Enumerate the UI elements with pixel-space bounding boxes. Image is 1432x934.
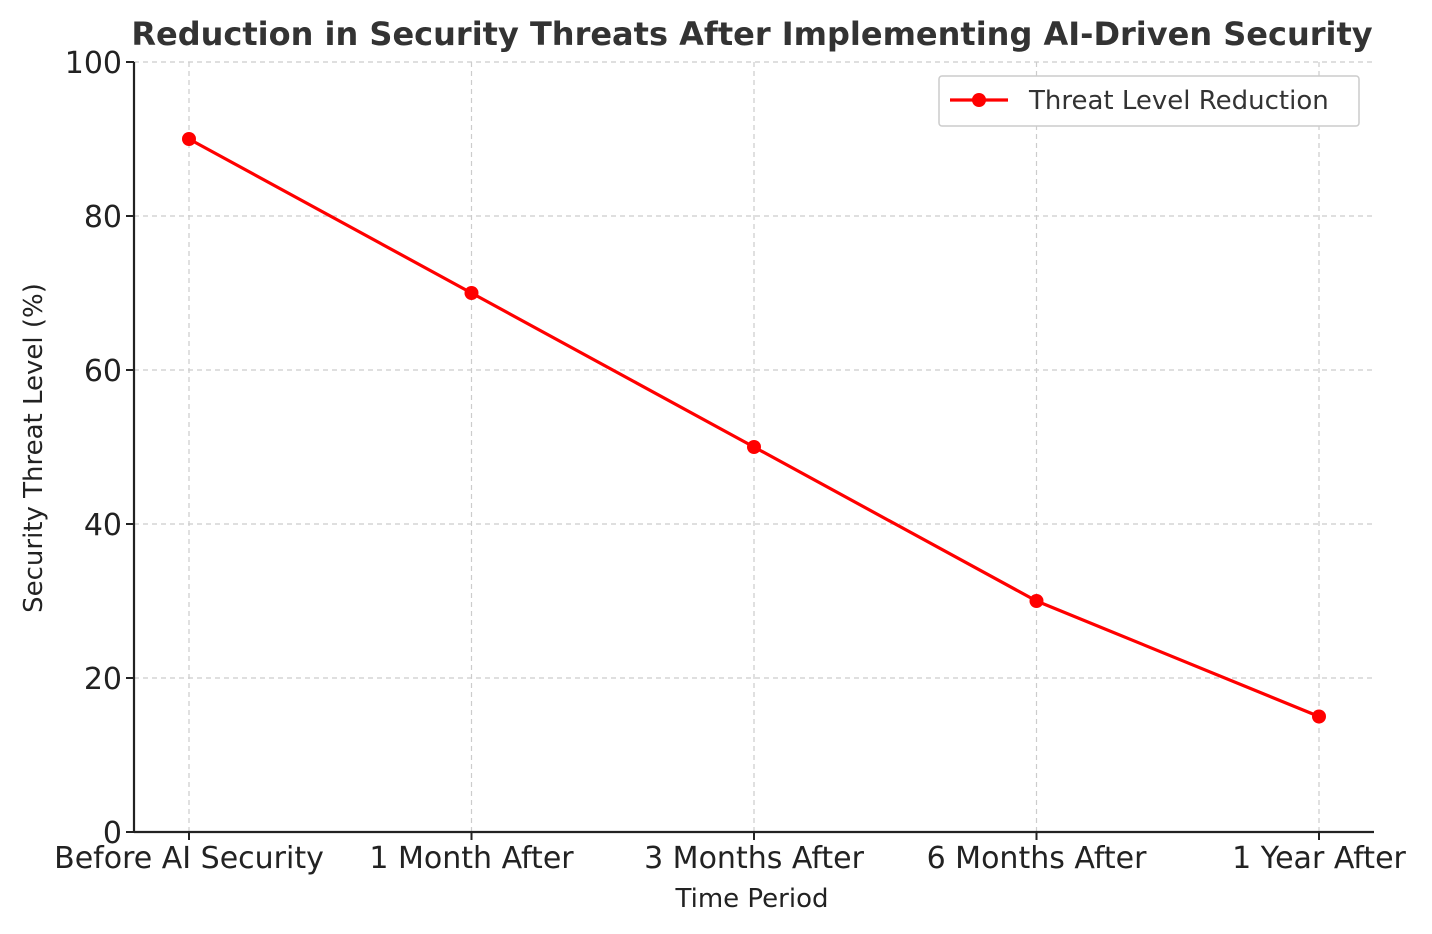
gridlines bbox=[134, 61, 1374, 833]
x-tick-label: 3 Months After bbox=[644, 841, 865, 876]
y-tick-label: 20 bbox=[84, 662, 122, 697]
data-point bbox=[1312, 709, 1326, 724]
y-tick-label: 60 bbox=[84, 354, 122, 389]
legend: Threat Level Reduction bbox=[938, 75, 1360, 127]
series bbox=[182, 132, 1326, 724]
y-tick-label: 80 bbox=[84, 200, 122, 235]
chart-title: Reduction in Security Threats After Impl… bbox=[131, 15, 1372, 53]
x-axis-label: Time Period bbox=[675, 884, 829, 914]
x-tick-label: Before AI Security bbox=[54, 841, 324, 876]
data-point bbox=[1029, 594, 1044, 608]
x-tick-label: 6 Months After bbox=[927, 841, 1148, 876]
legend-marker-swatch bbox=[972, 93, 986, 107]
x-tick-label: 1 Year After bbox=[1232, 841, 1406, 876]
y-tick-label: 0 bbox=[103, 816, 122, 851]
data-point bbox=[747, 440, 761, 454]
legend-label: Threat Level Reduction bbox=[1028, 86, 1329, 116]
y-tick-label: 40 bbox=[84, 508, 122, 543]
y-tick-label: 100 bbox=[65, 46, 122, 81]
legend-box bbox=[938, 75, 1360, 127]
x-tick-label: 1 Month After bbox=[369, 841, 574, 876]
data-point bbox=[182, 132, 196, 146]
data-point bbox=[464, 286, 479, 300]
ticks: 0 20 40 60 80 100 Before AI Security 1 Month Af… bbox=[54, 46, 1406, 876]
y-axis-label: Security Threat Level (%) bbox=[19, 283, 49, 613]
